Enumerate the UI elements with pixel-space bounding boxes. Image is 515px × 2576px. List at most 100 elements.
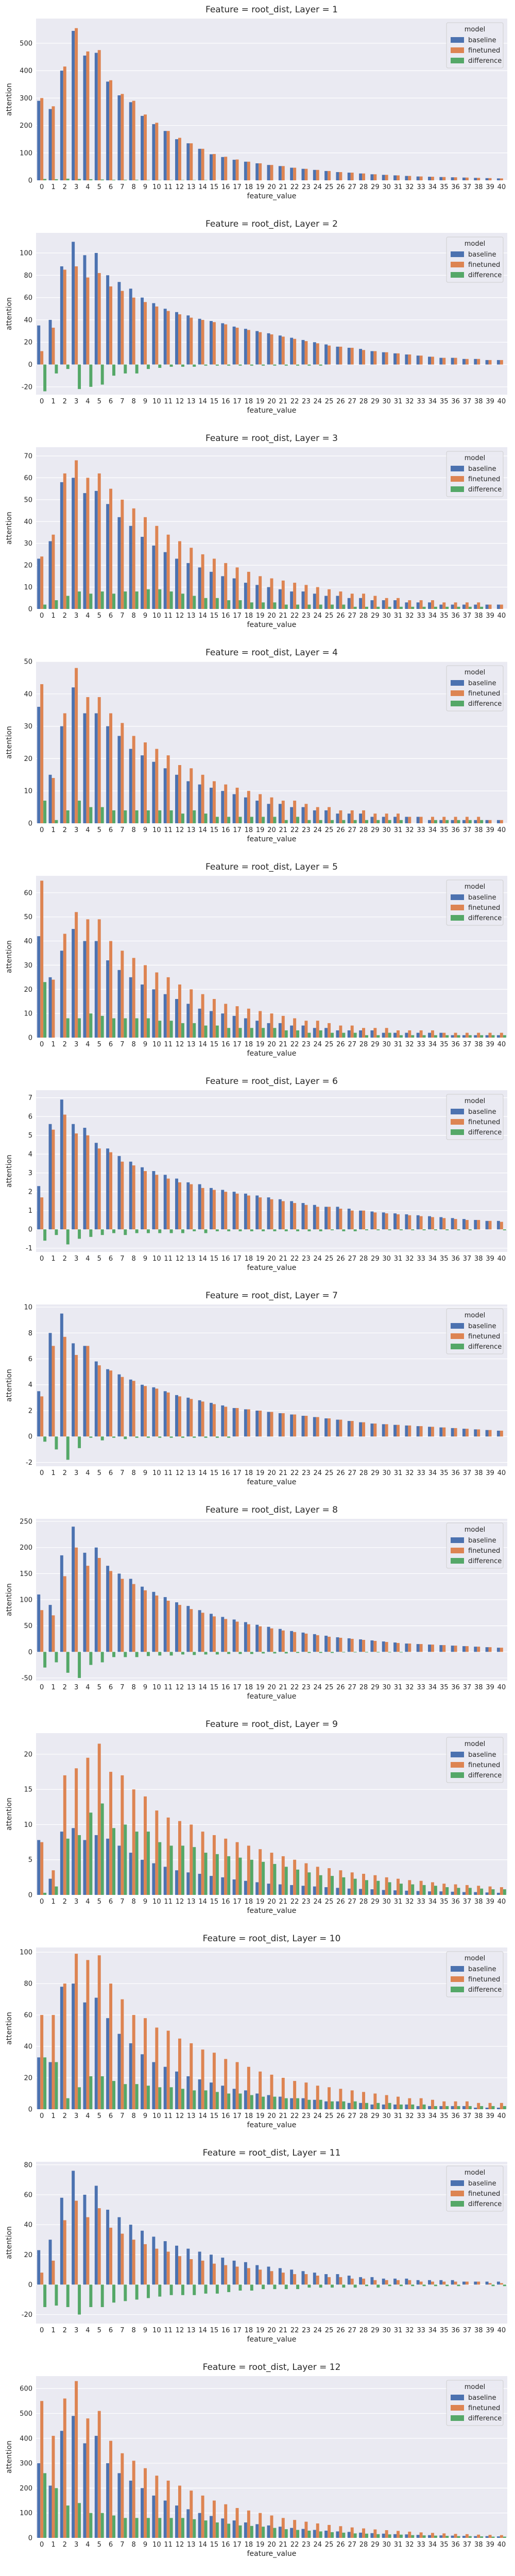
x-tick-label: 29: [371, 1041, 380, 1048]
x-tick-label: 37: [463, 2112, 472, 2120]
bar-baseline: [72, 242, 75, 365]
x-tick-label: 24: [313, 2541, 322, 2549]
bar-finetuned: [293, 1859, 297, 1895]
bar-finetuned: [190, 143, 193, 180]
bar-finetuned: [121, 94, 124, 180]
bar-finetuned: [75, 28, 78, 181]
bar-difference: [55, 820, 58, 823]
bar-finetuned: [52, 106, 55, 180]
bar-baseline: [141, 536, 144, 609]
legend-swatch-difference: [451, 2415, 464, 2421]
x-tick-label: 19: [256, 1898, 265, 1906]
bar-difference: [284, 2284, 288, 2290]
bar-finetuned: [385, 1642, 388, 1652]
bar-finetuned: [465, 817, 469, 823]
legend-label-finetuned: finetuned: [468, 261, 500, 269]
bar-finetuned: [201, 1401, 204, 1437]
y-axis-label: attention: [5, 726, 13, 759]
bar-finetuned: [270, 1013, 273, 1038]
bar-finetuned: [465, 1429, 469, 1437]
x-tick-label: 18: [245, 398, 253, 405]
x-tick-label: 1: [51, 1469, 55, 1477]
bar-finetuned: [155, 749, 159, 823]
legend-swatch-baseline: [451, 1109, 464, 1114]
bar-difference: [158, 2087, 162, 2109]
bar-baseline: [267, 1412, 270, 1437]
x-tick-label: 14: [198, 1041, 207, 1048]
bar-difference: [181, 1845, 184, 1895]
bar-difference: [353, 2101, 357, 2109]
x-tick-label: 10: [152, 1255, 161, 1263]
y-tick-label: 60: [24, 2012, 32, 2020]
x-tick-label: 26: [336, 398, 345, 405]
x-tick-label: 33: [417, 2327, 425, 2334]
bar-baseline: [474, 1892, 477, 1895]
bar-finetuned: [419, 600, 423, 609]
x-tick-label: 6: [109, 1898, 113, 1906]
legend-label-difference: difference: [468, 486, 502, 494]
bar-difference: [204, 814, 208, 823]
bar-baseline: [439, 2106, 443, 2109]
x-tick-label: 8: [132, 1255, 136, 1263]
bar-baseline: [186, 2248, 190, 2285]
bar-finetuned: [109, 941, 113, 1038]
legend-label-finetuned: finetuned: [468, 1761, 500, 1769]
bar-baseline: [72, 1124, 75, 1230]
x-tick-label: 18: [245, 1041, 253, 1048]
bar-difference: [468, 606, 472, 609]
bar-finetuned: [350, 173, 354, 180]
bar-baseline: [117, 2473, 121, 2538]
x-tick-label: 38: [474, 1255, 483, 1263]
bar-finetuned: [442, 2281, 446, 2285]
legend-label-baseline: baseline: [468, 1537, 496, 1545]
legend-box: [446, 1951, 504, 1997]
bar-baseline: [313, 1028, 316, 1038]
bar-baseline: [382, 175, 385, 180]
bar-difference: [100, 179, 104, 180]
bar-difference: [238, 364, 242, 366]
x-tick-label: 25: [325, 826, 334, 834]
bar-difference: [204, 2284, 208, 2294]
bar-difference: [43, 1436, 47, 1442]
y-axis-label: attention: [5, 2226, 13, 2259]
bar-difference: [227, 1856, 231, 1895]
bar-baseline: [485, 1430, 489, 1437]
bar-difference: [262, 602, 265, 609]
bar-baseline: [474, 2107, 477, 2109]
bar-difference: [388, 2284, 391, 2286]
bar-difference: [491, 1889, 495, 1895]
bar-finetuned: [328, 1207, 331, 1230]
x-tick-label: 22: [290, 1041, 299, 1048]
bar-baseline: [359, 1639, 363, 1652]
bar-baseline: [485, 178, 489, 180]
bar-baseline: [221, 1405, 225, 1437]
x-tick-label: 39: [486, 826, 494, 834]
bar-difference: [158, 1436, 162, 1438]
bar-difference: [411, 1035, 415, 1038]
bar-difference: [100, 1436, 104, 1440]
bar-finetuned: [40, 1396, 44, 1437]
bar-difference: [135, 2084, 139, 2109]
legend-label-difference: difference: [468, 2200, 502, 2208]
bar-baseline: [175, 1395, 178, 1437]
x-tick-label: 11: [164, 2112, 173, 2120]
x-tick-label: 9: [143, 2327, 147, 2334]
x-tick-label: 5: [97, 398, 101, 405]
x-tick-label: 39: [486, 2541, 494, 2549]
bar-finetuned: [431, 2099, 434, 2109]
legend-title: model: [465, 1097, 485, 1105]
x-tick-label: 21: [279, 2112, 288, 2120]
bar-difference: [296, 2098, 300, 2109]
x-tick-label: 33: [417, 183, 425, 191]
bar-baseline: [290, 1414, 294, 1437]
legend-label-difference: difference: [468, 700, 502, 708]
x-tick-label: 36: [451, 1041, 460, 1048]
bar-baseline: [393, 353, 397, 365]
bar-baseline: [405, 176, 408, 180]
bar-finetuned: [235, 1842, 239, 1895]
x-tick-label: 27: [348, 1898, 356, 1906]
bar-difference: [273, 2284, 277, 2290]
bar-finetuned: [86, 697, 90, 823]
x-tick-label: 12: [176, 2327, 184, 2334]
bar-difference: [250, 364, 253, 366]
